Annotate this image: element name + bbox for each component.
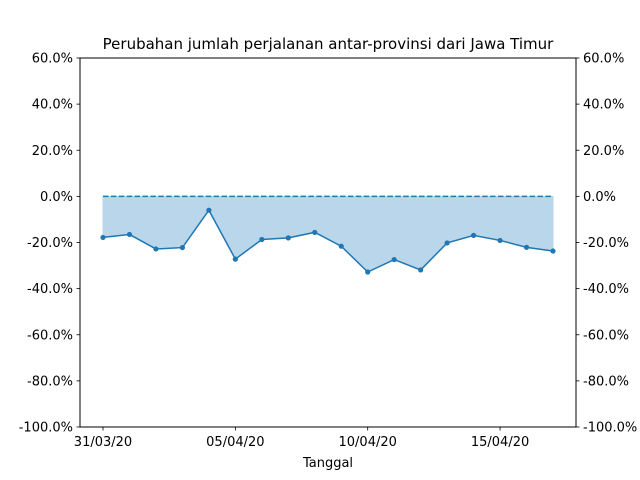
y-tick-label-left: 40.0% bbox=[32, 98, 73, 113]
series-line bbox=[102, 208, 554, 273]
y-axis-right: -100.0% -80.0% -60.0% -40.0% -20.0% 0.0% 20.0%… bbox=[576, 52, 637, 436]
data-point bbox=[153, 246, 159, 252]
y-tick-label-left: -40.0% bbox=[27, 282, 73, 297]
data-point bbox=[418, 267, 424, 273]
x-axis: 31/03/20 05/04/20 10/04/20 15/04/20 bbox=[74, 427, 529, 450]
y-tick-label-right: 0.0% bbox=[583, 190, 616, 205]
data-point bbox=[338, 243, 344, 249]
data-point bbox=[232, 256, 238, 262]
x-axis-title: Tanggal bbox=[302, 456, 353, 471]
y-tick-label-right: -60.0% bbox=[583, 328, 629, 343]
x-tick-label: 31/03/20 bbox=[74, 435, 132, 450]
y-axis-left: -100.0% -80.0% -60.0% -40.0% -20.0% 0.0% 20.0%… bbox=[19, 52, 80, 436]
y-tick-label-left: 60.0% bbox=[32, 52, 73, 67]
data-point bbox=[365, 269, 371, 275]
x-tick-label: 15/04/20 bbox=[471, 435, 529, 450]
data-point bbox=[523, 244, 530, 250]
data-point bbox=[470, 232, 477, 238]
data-point bbox=[497, 237, 503, 244]
data-point bbox=[179, 244, 186, 251]
data-point bbox=[444, 240, 450, 246]
data-point bbox=[206, 207, 212, 213]
y-tick-label-right: -40.0% bbox=[583, 282, 629, 297]
y-tick-label-left: -60.0% bbox=[27, 328, 73, 343]
data-point bbox=[126, 231, 133, 238]
x-tick-label: 05/04/20 bbox=[206, 435, 264, 450]
data-point bbox=[259, 236, 265, 243]
data-point bbox=[100, 234, 106, 241]
series-fill-area bbox=[102, 195, 554, 273]
chart-title: Perubahan jumlah perjalanan antar-provin… bbox=[103, 35, 555, 53]
data-point bbox=[312, 229, 318, 235]
series-group bbox=[100, 195, 556, 275]
data-point bbox=[550, 248, 556, 254]
y-tick-label-right: 20.0% bbox=[583, 144, 624, 159]
y-tick-label-right: 60.0% bbox=[583, 52, 624, 67]
y-tick-label-right: -80.0% bbox=[583, 374, 629, 389]
y-tick-label-right: -100.0% bbox=[583, 421, 637, 436]
y-tick-label-left: -100.0% bbox=[19, 421, 73, 436]
y-tick-label-right: 40.0% bbox=[583, 98, 624, 113]
y-tick-label-left: -80.0% bbox=[27, 374, 73, 389]
x-tick-label: 10/04/20 bbox=[339, 435, 397, 450]
y-tick-label-left: 0.0% bbox=[40, 190, 73, 205]
y-tick-label-right: -20.0% bbox=[583, 236, 629, 251]
data-point bbox=[285, 235, 291, 241]
data-point bbox=[391, 256, 397, 263]
y-tick-label-left: -20.0% bbox=[27, 236, 73, 251]
y-tick-label-left: 20.0% bbox=[32, 144, 73, 159]
